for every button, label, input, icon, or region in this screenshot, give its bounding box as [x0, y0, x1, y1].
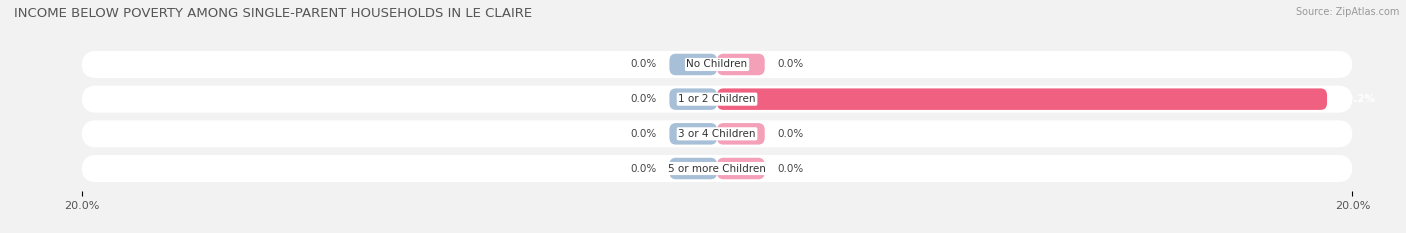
Text: 1 or 2 Children: 1 or 2 Children — [678, 94, 756, 104]
Text: 0.0%: 0.0% — [778, 129, 804, 139]
FancyBboxPatch shape — [82, 86, 1353, 113]
Text: 0.0%: 0.0% — [630, 94, 657, 104]
FancyBboxPatch shape — [669, 123, 717, 145]
FancyBboxPatch shape — [82, 51, 1353, 78]
FancyBboxPatch shape — [717, 54, 765, 75]
Text: 0.0%: 0.0% — [778, 164, 804, 174]
Text: Source: ZipAtlas.com: Source: ZipAtlas.com — [1295, 7, 1399, 17]
FancyBboxPatch shape — [82, 155, 1353, 182]
Text: 0.0%: 0.0% — [778, 59, 804, 69]
FancyBboxPatch shape — [717, 88, 1327, 110]
Text: 5 or more Children: 5 or more Children — [668, 164, 766, 174]
Text: 0.0%: 0.0% — [630, 59, 657, 69]
FancyBboxPatch shape — [669, 54, 717, 75]
FancyBboxPatch shape — [82, 120, 1353, 147]
Text: 19.2%: 19.2% — [1340, 94, 1376, 104]
Text: INCOME BELOW POVERTY AMONG SINGLE-PARENT HOUSEHOLDS IN LE CLAIRE: INCOME BELOW POVERTY AMONG SINGLE-PARENT… — [14, 7, 533, 20]
FancyBboxPatch shape — [669, 158, 717, 179]
Text: 0.0%: 0.0% — [630, 164, 657, 174]
FancyBboxPatch shape — [669, 88, 717, 110]
FancyBboxPatch shape — [717, 123, 765, 145]
Text: No Children: No Children — [686, 59, 748, 69]
Text: 0.0%: 0.0% — [630, 129, 657, 139]
Text: 3 or 4 Children: 3 or 4 Children — [678, 129, 756, 139]
FancyBboxPatch shape — [717, 158, 765, 179]
